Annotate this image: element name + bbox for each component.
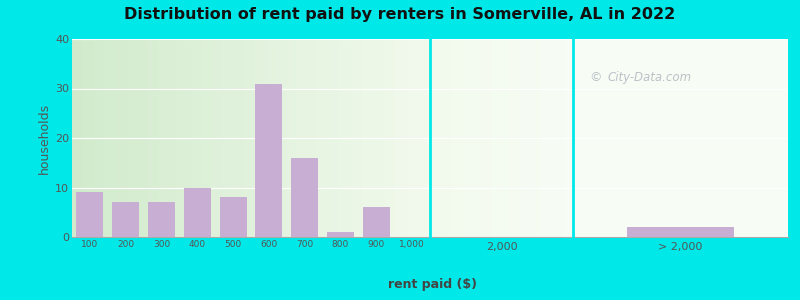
Bar — [77, 193, 103, 237]
Bar — [627, 227, 734, 237]
Text: City-Data.com: City-Data.com — [608, 71, 692, 85]
Bar — [255, 83, 282, 237]
Bar — [220, 197, 246, 237]
Bar — [184, 188, 210, 237]
Bar — [148, 202, 175, 237]
Bar — [363, 207, 390, 237]
Bar — [112, 202, 139, 237]
Text: ©: © — [590, 71, 602, 85]
Bar — [327, 232, 354, 237]
Bar — [291, 158, 318, 237]
Text: rent paid ($): rent paid ($) — [387, 278, 477, 291]
Y-axis label: households: households — [38, 102, 51, 174]
Text: Distribution of rent paid by renters in Somerville, AL in 2022: Distribution of rent paid by renters in … — [124, 8, 676, 22]
